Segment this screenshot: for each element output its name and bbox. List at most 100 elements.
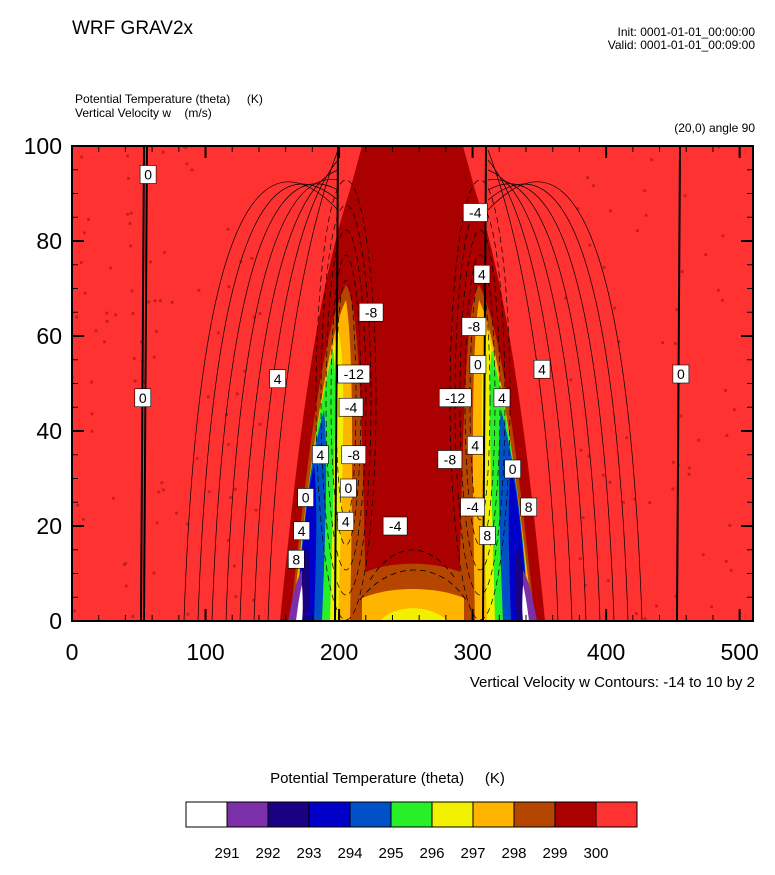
contour-label: 0 <box>469 355 487 374</box>
zero-contour <box>676 146 681 621</box>
zero-contour <box>334 146 339 621</box>
speckle-dot <box>608 209 613 213</box>
contour-label-text: -8 <box>365 304 378 320</box>
contour-label: -12 <box>438 388 472 408</box>
contour-label-box <box>504 459 521 479</box>
speckle-dot <box>122 562 127 567</box>
speckle-dot <box>661 341 665 345</box>
contour-label: 4 <box>293 521 310 541</box>
contour-label-text: -4 <box>469 205 482 221</box>
contour-label-box <box>297 488 314 507</box>
colorbar-label: 292 <box>255 845 280 862</box>
contour-label-box <box>520 497 537 517</box>
w-contour-line <box>320 204 372 596</box>
speckle-dot <box>131 311 135 316</box>
speckle-dot <box>170 300 174 304</box>
y-tick-label: 0 <box>49 608 62 634</box>
contour-label-text: -4 <box>389 518 402 534</box>
y-tick-label: 100 <box>24 133 62 159</box>
x-tick-label: 300 <box>453 639 491 665</box>
contour-label-box <box>358 302 384 322</box>
w-contour-line <box>487 181 643 621</box>
speckle-dot <box>153 299 157 303</box>
contour-label-box <box>134 388 152 408</box>
speckle-dot <box>130 289 134 293</box>
contour-label-box <box>461 317 487 336</box>
speckle-dot <box>227 442 231 446</box>
speckle-dot <box>591 184 596 188</box>
contour-label-text: -8 <box>444 452 457 468</box>
speckle-dot <box>586 176 590 180</box>
speckle-dot <box>697 438 701 442</box>
contour-label-text: 8 <box>525 499 533 515</box>
speckle-dot <box>83 291 87 295</box>
speckle-dot <box>79 260 83 265</box>
speckle-dot <box>732 408 737 412</box>
contour-label-box <box>462 203 488 222</box>
speckle-dot <box>601 473 605 477</box>
w-contour-line <box>239 169 339 621</box>
contour-label: 8 <box>478 526 496 545</box>
speckle-dot <box>235 392 239 396</box>
x-tick-label: 400 <box>587 639 625 665</box>
speckle-dot <box>157 490 161 494</box>
speckle-dot <box>132 356 136 361</box>
speckle-dot <box>643 189 647 193</box>
colorbar-label: 298 <box>501 845 526 862</box>
w-contour-line <box>325 229 367 571</box>
speckle-dot <box>82 231 86 235</box>
colorbar-box <box>226 801 269 828</box>
contour-label-box <box>340 478 357 498</box>
contour-label-box <box>337 511 355 531</box>
speckle-dot <box>161 150 165 154</box>
contour-label-box <box>466 435 484 455</box>
colorbar-box <box>431 801 474 828</box>
speckle-dot <box>80 155 84 159</box>
speckle-dot <box>126 212 130 216</box>
colorbar-label: 299 <box>542 845 567 862</box>
contour-label-box <box>437 450 463 469</box>
colorbar-labels: 291 292 293 294 295 296 297 298 299 300 <box>214 845 608 862</box>
speckle-dot <box>729 568 733 573</box>
w-contour-line <box>197 183 339 621</box>
colorbar-box <box>185 801 228 828</box>
w-contour-line <box>487 149 559 621</box>
speckle-dot <box>90 429 94 433</box>
speckle-dot <box>229 495 233 500</box>
speckle-dot <box>233 487 238 491</box>
theta-field <box>72 146 753 621</box>
center-column <box>360 146 466 621</box>
w-contour-line <box>487 183 629 621</box>
contour-label-text: -8 <box>468 319 481 335</box>
colorbar-label: 295 <box>378 845 403 862</box>
contour-label-text: -12 <box>445 390 465 406</box>
speckle-dot <box>216 331 221 335</box>
contour-info: Vertical Velocity w Contours: -14 to 10 … <box>469 674 755 691</box>
contour-label: 0 <box>672 364 690 384</box>
contour-label: 4 <box>312 445 329 465</box>
contour-label-text: -8 <box>348 447 361 463</box>
speckle-dot <box>701 553 705 557</box>
speckle-dot <box>622 500 626 504</box>
speckle-dot <box>648 501 652 505</box>
speckle-dot <box>258 311 262 316</box>
contour-label: 4 <box>533 359 551 379</box>
speckle-dot <box>250 256 254 260</box>
y-tick-label: 60 <box>36 323 62 349</box>
contour-label: -8 <box>341 445 367 465</box>
speckle-dot <box>190 168 194 172</box>
contour-label-text: 4 <box>478 266 486 282</box>
x-tick-label: 200 <box>320 639 358 665</box>
speckle-dot <box>87 217 91 221</box>
w-contour-line <box>359 569 467 601</box>
speckle-dot <box>147 300 151 304</box>
speckle-dot <box>723 388 728 392</box>
colorbar-box <box>554 801 597 828</box>
speckle-dot <box>671 460 675 464</box>
speckle-dot <box>721 234 725 238</box>
contour-label-text: 4 <box>316 447 324 463</box>
contour-label: 4 <box>269 369 286 389</box>
speckle-dot <box>75 315 79 319</box>
contour-label-box <box>438 388 472 408</box>
